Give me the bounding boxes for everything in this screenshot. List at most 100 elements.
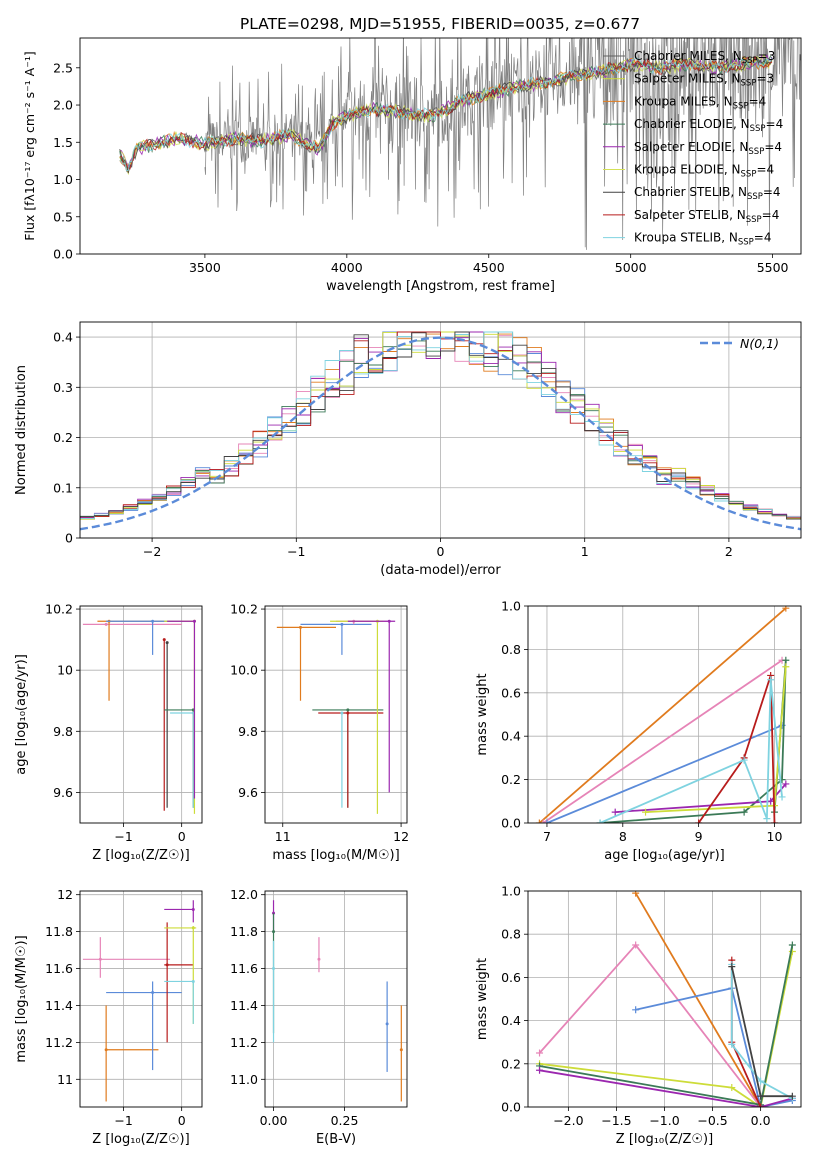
histogram-series-3: [80, 331, 801, 519]
y-tick-label: 0.1: [53, 480, 73, 495]
y-tick-label: 10: [57, 663, 73, 678]
weight-marker: [782, 663, 790, 671]
axes-frame: [79, 605, 203, 824]
plot-area: [276, 619, 396, 814]
data-point: [191, 926, 195, 930]
axes: 0.00 0.25 11.0 11.2 11.4 11.6 11.8 12.0 E(B-V): [230, 887, 408, 1147]
data-point: [98, 957, 102, 961]
y-axis-label: Flux [fλ10⁻¹⁷ erg cm⁻² s⁻¹ A⁻¹]: [22, 51, 37, 240]
y-tick-label: 0.2: [53, 430, 73, 445]
y-tick-label: 11.4: [45, 998, 73, 1013]
y-tick-label: 1.5: [53, 135, 73, 150]
y-tick-label: 0.4: [53, 330, 73, 345]
x-tick-label: −1.5: [601, 1113, 631, 1128]
plot-area: [82, 619, 196, 814]
plot-area: [272, 900, 403, 1102]
plot-area: [119, 38, 801, 250]
y-tick-label: 0.2: [501, 1056, 521, 1071]
y-tick-label: 0.8: [501, 927, 521, 942]
histogram-series-7: [80, 331, 801, 519]
y-axis-label: mass weight: [475, 673, 490, 755]
weight-marker: [728, 963, 736, 971]
residual-histogram-panel: −2 −1 0 1 2 0 0.1 0.2 0.3 0.4 (data-model)/error No…: [14, 321, 802, 578]
axes: 7 8 9 10 0.0 0.2 0.4 0.6 0.8 1.0 age [log₁₀(age/yr…: [475, 599, 802, 863]
x-tick-label: 0.00: [260, 1113, 288, 1128]
data-point: [162, 638, 166, 642]
x-tick-label: −0.5: [697, 1113, 727, 1128]
weight-marker: [695, 819, 703, 823]
data-point: [385, 1022, 389, 1026]
weight-marker: [539, 819, 547, 823]
data-point: [104, 622, 108, 626]
weight-marker: [788, 941, 796, 949]
x-axis-label: mass [log₁₀(M/M☉)]: [272, 848, 399, 863]
data-point: [104, 1048, 108, 1052]
x-tick-label: 11: [275, 829, 291, 844]
axes: 3500 4000 4500 5000 5500 0.0 0.5 1.0 1.5 2.0 2.5 wa…: [22, 37, 802, 294]
axes: 11 12 9.6 9.8 10.0 10.2 mass [log₁₀(M/M☉)]: [230, 602, 409, 863]
y-tick-label: 9.8: [53, 724, 73, 739]
legend-entry: Chabrier STELIB, NSSP=4: [634, 185, 781, 202]
weight-series-line: [730, 964, 793, 1100]
y-tick-label: 11.2: [230, 1035, 258, 1050]
y-tick-label: 0.8: [501, 642, 521, 657]
x-tick-label: −1: [287, 544, 305, 559]
weight-marker: [611, 808, 619, 816]
legend-entry: Chabrier ELODIE, NSSP=4: [634, 117, 783, 134]
weight-marker: [642, 808, 650, 816]
y-tick-label: 9.8: [238, 724, 258, 739]
y-tick-label: 0.5: [53, 209, 73, 224]
axes: −2 −1 0 1 2 0 0.1 0.2 0.3 0.4 (data-model)/error No…: [14, 321, 802, 578]
x-tick-label: 4000: [331, 260, 363, 275]
x-tick-label: 0.0: [751, 1113, 771, 1128]
gridlines: [265, 606, 407, 823]
data-point: [192, 619, 196, 623]
x-tick-label: 5000: [615, 260, 647, 275]
x-axis-label: Z [log₁₀(Z/Z☉)]: [92, 848, 189, 863]
y-tick-label: 11.8: [45, 924, 73, 939]
y-tick-label: 11.8: [230, 924, 258, 939]
y-tick-label: 0.3: [53, 380, 73, 395]
y-tick-label: 10.0: [230, 663, 258, 678]
weight-marker: [543, 819, 551, 823]
y-axis-label: mass [log₁₀(M/M☉)]: [14, 935, 29, 1062]
model-line-8: [119, 57, 773, 171]
y-tick-label: 11: [57, 1072, 73, 1087]
legend-entry: Kroupa MILES, NSSP=4: [634, 94, 766, 111]
weight-marker: [536, 1049, 544, 1057]
data-point: [272, 967, 276, 971]
weight-series-line: [538, 943, 762, 1107]
weight-series-line: [538, 607, 787, 823]
x-axis-label: wavelength [Angstrom, rest frame]: [326, 279, 555, 294]
y-tick-label: 0.2: [501, 772, 521, 787]
weight-marker: [767, 797, 775, 805]
x-tick-label: 2: [725, 544, 733, 559]
weight-marker: [728, 1084, 736, 1092]
plot-area: [536, 891, 796, 1107]
x-axis-label: Z [log₁₀(Z/Z☉)]: [92, 1132, 189, 1147]
legend: Chabrier MILES, NSSP=3 Salpeter MILES, NS…: [603, 49, 783, 248]
weight-marker: [757, 1103, 765, 1107]
x-tick-label: 7: [543, 829, 551, 844]
y-tick-label: 0.6: [501, 685, 521, 700]
gridlines: [265, 891, 407, 1107]
data-point: [151, 619, 155, 623]
weight-marker: [782, 780, 790, 788]
x-tick-label: 0.25: [331, 1113, 359, 1128]
x-axis-label: (data-model)/error: [380, 563, 501, 578]
weight-marker: [767, 676, 775, 684]
plot-area: [535, 606, 790, 823]
weight-marker: [778, 793, 786, 801]
y-tick-label: 2.0: [53, 98, 73, 113]
y-tick-label: 1.0: [501, 884, 521, 899]
y-tick-label: 0.0: [501, 1100, 521, 1115]
y-tick-label: 1.0: [501, 599, 521, 614]
weight-marker: [788, 1092, 796, 1100]
legend-entry: Salpeter ELODIE, NSSP=4: [634, 140, 782, 157]
x-tick-label: 8: [619, 829, 627, 844]
weight-marker: [757, 1092, 765, 1100]
y-tick-label: 10.2: [45, 602, 73, 617]
y-tick-label: 11.6: [230, 961, 258, 976]
data-point: [340, 711, 344, 715]
weight-series-line: [542, 659, 783, 823]
